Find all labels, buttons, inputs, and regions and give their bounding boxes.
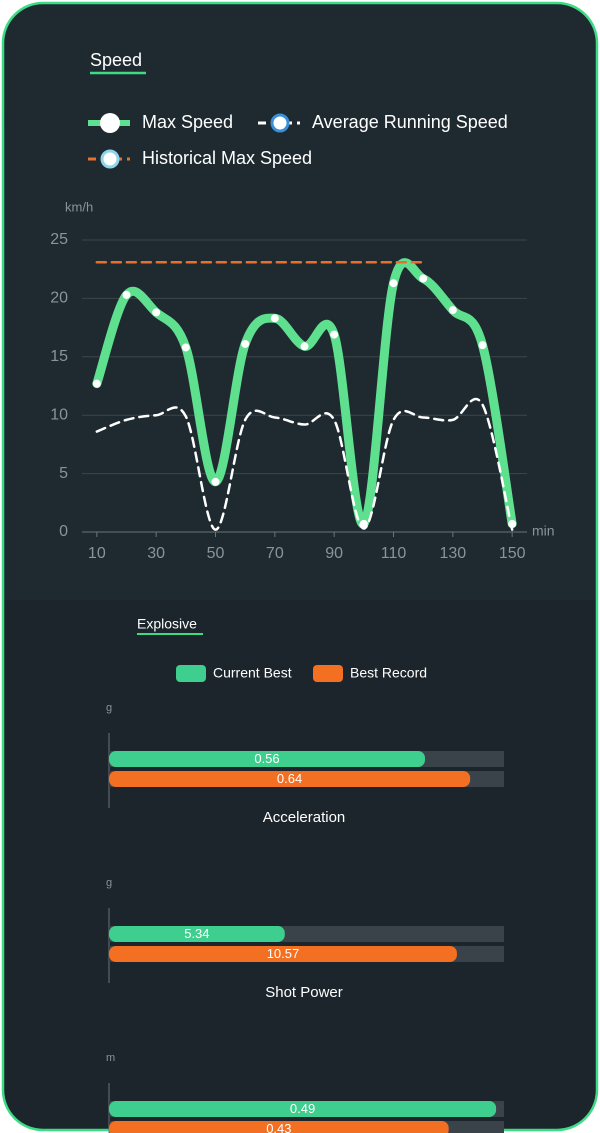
category-label: Acceleration [263, 809, 346, 826]
data-point [448, 306, 457, 315]
data-point [389, 279, 398, 288]
bar-value-label: 0.49 [290, 1101, 315, 1116]
x-tick-label: 70 [266, 545, 284, 562]
data-point [270, 314, 279, 323]
y-tick-label: 10 [50, 406, 68, 423]
bar [109, 771, 471, 787]
unit-label: g [106, 877, 112, 889]
unit-label: g [106, 702, 112, 714]
x-tick-label: 10 [88, 545, 106, 562]
legend-label: Max Speed [142, 112, 233, 132]
bar-value-label: 10.57 [267, 946, 300, 961]
x-tick-label: 50 [207, 545, 225, 562]
data-point [211, 477, 220, 486]
x-tick-label: 130 [439, 545, 466, 562]
data-point [241, 339, 250, 348]
data-point [92, 379, 101, 388]
bar-value-label: 0.43 [266, 1121, 291, 1133]
data-point [152, 308, 161, 317]
bar-value-label: 0.56 [254, 751, 279, 766]
data-point [181, 343, 190, 352]
bar [109, 1121, 449, 1133]
legend-marker [100, 149, 120, 169]
y-tick-label: 25 [50, 231, 68, 248]
data-point [300, 342, 309, 351]
legend-label: Historical Max Speed [142, 148, 312, 168]
legend-swatch [176, 665, 206, 682]
x-axis-label: min [532, 523, 555, 539]
data-point [419, 274, 428, 283]
category-label: Shot Power [265, 984, 343, 1001]
data-point [122, 290, 131, 299]
section-title: Explosive [137, 616, 197, 632]
unit-label: m [106, 1052, 115, 1064]
bar [109, 926, 285, 942]
bar-value-label: 0.64 [277, 771, 302, 786]
y-tick-label: 15 [50, 348, 68, 365]
legend-marker [100, 113, 120, 133]
y-tick-label: 0 [59, 523, 68, 540]
y-tick-label: 5 [59, 465, 68, 482]
x-tick-label: 30 [147, 545, 165, 562]
legend-label: Average Running Speed [312, 112, 508, 132]
lower-panel [3, 600, 597, 1130]
section-title: Speed [90, 50, 142, 70]
series-line [92, 258, 517, 529]
x-tick-label: 110 [381, 545, 407, 562]
legend-label: Best Record [350, 665, 427, 681]
y-axis-label: km/h [65, 199, 93, 214]
x-tick-label: 150 [499, 545, 526, 562]
y-tick-label: 20 [50, 290, 68, 307]
data-point [478, 341, 487, 350]
series-line [95, 397, 514, 531]
bar-value-label: 5.34 [184, 926, 209, 941]
bar [109, 751, 425, 767]
bar [109, 946, 457, 962]
legend-marker [270, 113, 290, 133]
data-point [330, 330, 339, 339]
bar [109, 1101, 497, 1117]
legend-swatch [313, 665, 343, 682]
legend-label: Current Best [213, 665, 292, 681]
x-tick-label: 90 [325, 545, 343, 562]
